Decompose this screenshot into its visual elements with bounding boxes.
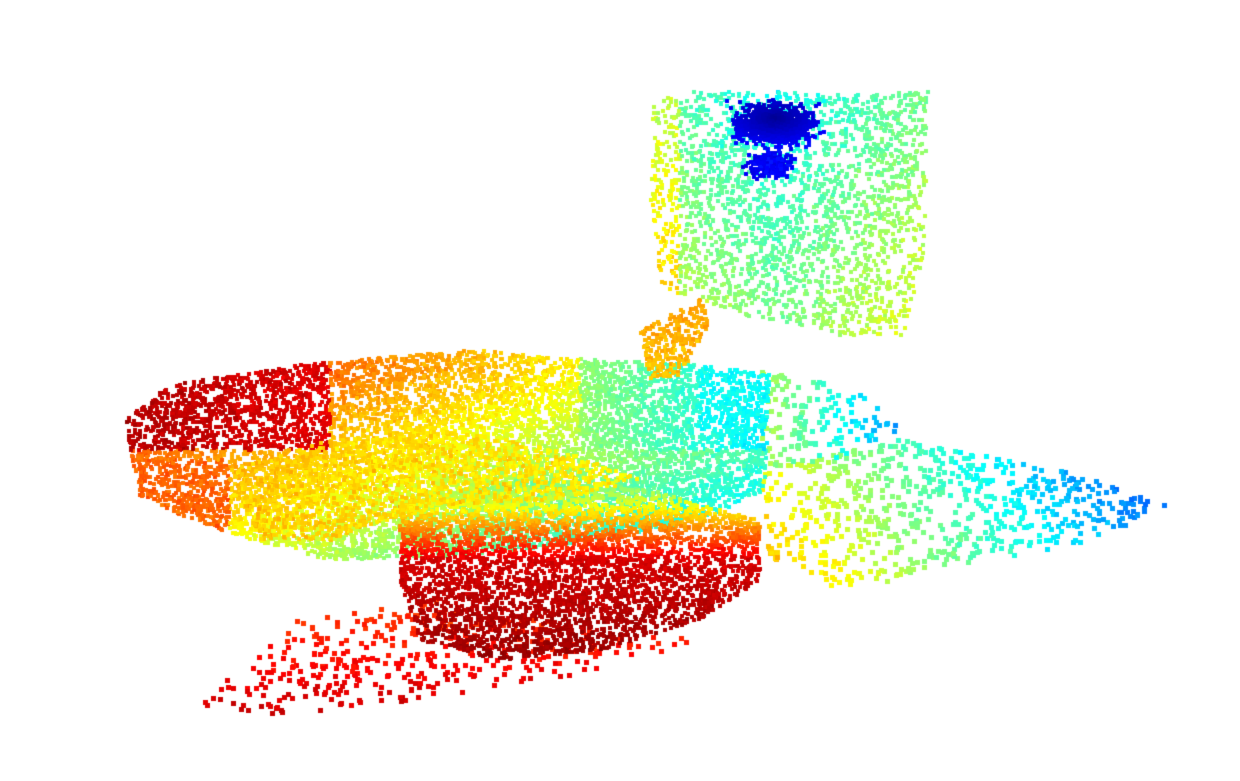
point-cloud-viewport [0, 0, 1240, 781]
point-cloud-canvas [0, 0, 1240, 781]
